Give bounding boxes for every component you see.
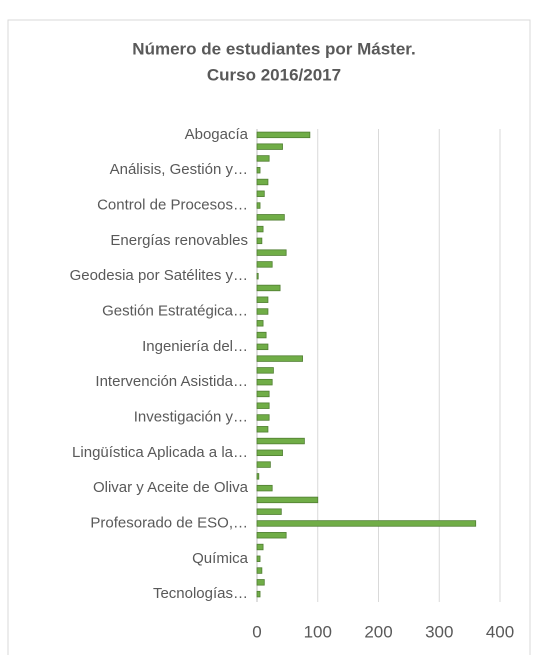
- bar: [256, 296, 269, 303]
- bar: [256, 214, 285, 221]
- bar: [256, 202, 261, 209]
- chart-title: Curso 2016/2017: [207, 65, 341, 84]
- y-tick-label: Profesorado de ESO,…: [90, 514, 248, 531]
- bar: [256, 414, 270, 421]
- y-tick-label: Lingüística Aplicada a la…: [72, 444, 248, 461]
- y-tick-label: Ingeniería del…: [142, 338, 248, 355]
- bar: [256, 320, 264, 327]
- x-tick-label: 100: [304, 622, 332, 641]
- bar: [256, 402, 270, 409]
- bar: [256, 590, 261, 598]
- bar: [256, 484, 273, 492]
- bar: [256, 378, 273, 386]
- y-tick-label: Química: [192, 550, 249, 567]
- bar: [256, 390, 270, 398]
- bar: [256, 261, 273, 268]
- y-tick-label: Control de Procesos…: [97, 197, 248, 214]
- y-tick-label: Energías renovables: [110, 232, 248, 249]
- x-tick-label: 0: [252, 622, 261, 641]
- bar: [256, 225, 264, 233]
- bar: [256, 567, 263, 574]
- y-tick-label: Olivar y Aceite de Oliva: [93, 479, 249, 496]
- bar: [256, 426, 269, 433]
- bar: [256, 343, 269, 351]
- bar: [256, 272, 259, 280]
- chart-title: Número de estudiantes por Máster.: [132, 39, 415, 58]
- bar: [256, 496, 319, 504]
- y-tick-label: Análisis, Gestión y…: [110, 161, 248, 178]
- bar: [256, 473, 260, 480]
- bar: [256, 178, 269, 186]
- bar: [256, 508, 282, 515]
- bar: [256, 449, 283, 457]
- bar: [256, 520, 477, 527]
- y-tick-label: Intervención Asistida…: [95, 373, 248, 390]
- bar: [256, 367, 274, 374]
- bar: [256, 543, 264, 551]
- y-tick-label: Geodesia por Satélites y…: [70, 267, 248, 284]
- bar: [256, 331, 267, 339]
- bar: [256, 355, 303, 362]
- bar: [256, 190, 265, 197]
- bar: [256, 249, 287, 256]
- y-tick-label: Gestión Estratégica…: [102, 302, 248, 319]
- y-tick-label: Investigación y…: [134, 408, 248, 425]
- bar: [256, 284, 281, 292]
- x-tick-label: 300: [425, 622, 453, 641]
- bar: [256, 308, 269, 315]
- bar: [256, 237, 263, 245]
- bar: [256, 437, 305, 445]
- bar: [256, 555, 261, 562]
- x-tick-label: 400: [486, 622, 514, 641]
- bar: [256, 167, 261, 174]
- bar: [256, 131, 311, 139]
- chart-frame: [7, 19, 531, 655]
- bar: [256, 155, 270, 162]
- bar: [256, 532, 287, 539]
- x-tick-label: 200: [364, 622, 392, 641]
- y-tick-label: Abogacía: [185, 126, 249, 143]
- y-tick-label: Tecnologías…: [153, 585, 248, 602]
- bar: [256, 461, 271, 468]
- bar: [256, 143, 283, 150]
- bar: [256, 579, 265, 586]
